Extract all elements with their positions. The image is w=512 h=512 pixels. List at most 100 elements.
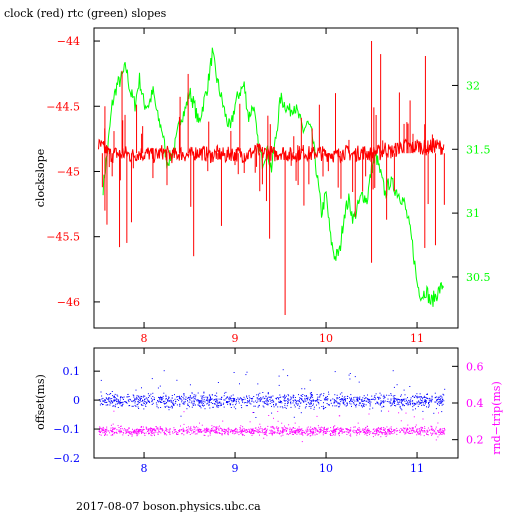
offset-point (146, 398, 148, 400)
offset-point (400, 408, 402, 410)
offset-point (259, 400, 261, 402)
round-trip-point (427, 427, 429, 429)
offset-point (189, 395, 191, 397)
offset-point (293, 397, 294, 399)
round-trip-point (287, 428, 289, 430)
offset-point (201, 404, 203, 406)
round-trip-point (151, 435, 153, 437)
round-trip-point (354, 426, 356, 428)
offset-point (327, 398, 329, 400)
round-trip-point (289, 427, 291, 429)
offset-point (203, 391, 205, 393)
offset-point (298, 400, 299, 402)
offset-point (427, 406, 429, 408)
offset-point (252, 397, 254, 399)
offset-point (394, 400, 396, 402)
round-trip-point (153, 433, 155, 435)
offset-point (216, 404, 218, 406)
round-trip-point (318, 432, 320, 434)
offset-point (119, 403, 121, 405)
round-trip-point (110, 434, 112, 436)
round-trip-point (215, 428, 217, 430)
offset-point (167, 401, 169, 403)
offset-point (216, 406, 218, 408)
round-trip-point (270, 430, 272, 432)
offset-point (120, 396, 122, 398)
offset-point (153, 397, 155, 399)
offset-point (257, 383, 259, 385)
offset-point (406, 400, 407, 402)
round-trip-point (350, 427, 352, 429)
offset-point (287, 401, 289, 403)
offset-point (266, 399, 268, 401)
offset-point (237, 397, 239, 399)
offset-point (384, 396, 385, 398)
round-trip-point (297, 430, 299, 432)
offset-point (113, 399, 115, 401)
offset-point (346, 395, 348, 397)
offset-point (269, 399, 271, 400)
offset-point (250, 403, 252, 405)
round-trip-point (214, 431, 215, 433)
offset-point (141, 401, 143, 402)
offset-point (233, 401, 234, 403)
round-trip-point (317, 425, 319, 427)
round-trip-point (199, 422, 200, 424)
offset-point (164, 406, 166, 407)
round-trip-point (383, 432, 385, 434)
round-trip-point (380, 427, 382, 429)
round-trip-point (100, 427, 102, 429)
round-trip-point (248, 430, 250, 432)
offset-point (428, 402, 430, 403)
round-trip-point (166, 429, 168, 431)
offset-point (424, 401, 426, 403)
offset-point (318, 402, 320, 403)
offset-point (209, 398, 211, 400)
round-trip-point (287, 433, 288, 435)
round-trip-point (137, 430, 139, 432)
offset-point (230, 399, 232, 401)
round-trip-point (358, 427, 360, 429)
offset-point (160, 401, 161, 403)
offset-point (169, 406, 171, 408)
round-trip-point (405, 412, 407, 414)
offset-point (372, 407, 374, 409)
round-trip-point (416, 429, 418, 431)
round-trip-point (290, 428, 292, 430)
round-trip-point (163, 431, 165, 433)
round-trip-point (302, 432, 304, 433)
round-trip-point (194, 427, 196, 429)
offset-point (368, 399, 370, 401)
round-trip-point (105, 431, 107, 432)
round-trip-point (122, 434, 124, 436)
round-trip-point (357, 429, 359, 431)
offset-point (261, 397, 263, 399)
offset-point (390, 405, 392, 407)
round-trip-point (398, 412, 400, 414)
offset-point (313, 408, 315, 410)
round-trip-point (316, 433, 318, 435)
offset-point (156, 406, 158, 408)
offset-point (379, 403, 381, 405)
round-trip-point (148, 428, 150, 430)
round-trip-point (256, 431, 258, 433)
offset-point (310, 394, 312, 396)
round-trip-point (431, 434, 433, 436)
round-trip-point (191, 432, 193, 434)
round-trip-point (387, 431, 389, 433)
round-trip-point (209, 432, 211, 434)
round-trip-point (377, 434, 379, 436)
round-trip-point (290, 430, 292, 432)
offset-point (159, 401, 161, 403)
offset-point (112, 405, 114, 407)
round-trip-point (379, 427, 381, 429)
round-trip-point (409, 427, 411, 429)
offset-point (349, 401, 351, 402)
round-trip-point (403, 431, 405, 433)
round-trip-point (243, 431, 244, 432)
offset-point (442, 399, 444, 401)
round-trip-point (383, 427, 385, 428)
offset-point (144, 398, 146, 400)
offset-point (295, 400, 297, 402)
offset-point (256, 402, 258, 403)
